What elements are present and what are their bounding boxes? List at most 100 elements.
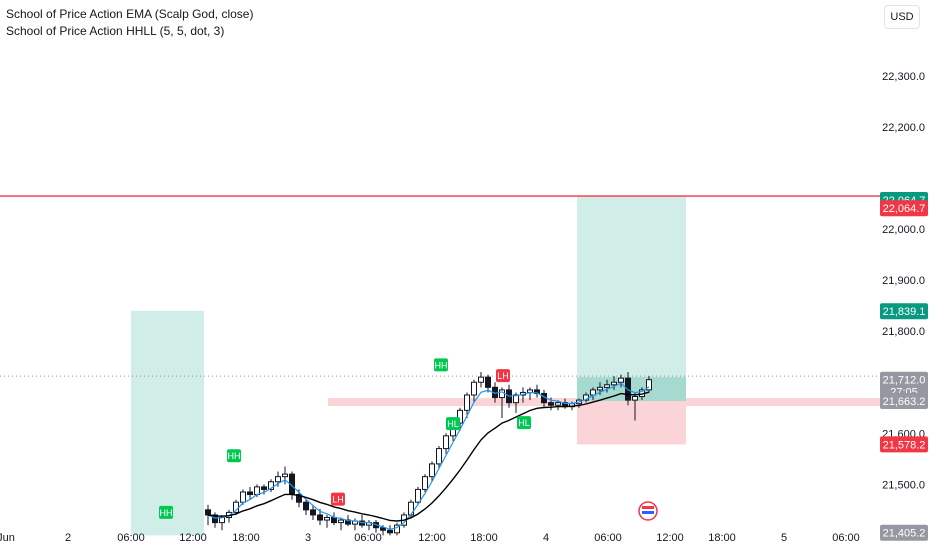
marker-hh: HH <box>227 449 241 463</box>
candle-body <box>261 486 267 490</box>
price-tag-bg <box>880 200 928 217</box>
marker-badge <box>517 416 531 430</box>
x-tick-label: 06:00 <box>594 532 622 544</box>
price-tags: 22,064.722,064.721,839.121,712.027:0521,… <box>880 192 928 541</box>
y-axis: 22,300.0 22,200.0 22,000.0 21,900.0 21,800.0… <box>882 71 925 491</box>
y-tick-label: 22,300.0 <box>882 71 925 83</box>
candle-body <box>380 527 386 531</box>
candle-body <box>205 509 211 516</box>
candle-body <box>387 529 393 534</box>
price-tag: 21,663.2 <box>880 393 928 410</box>
candle-body <box>317 514 323 521</box>
flag-stripe <box>642 506 654 509</box>
x-tick-label: 4 <box>543 532 549 544</box>
candle-body <box>240 491 246 503</box>
candle-body <box>513 394 519 404</box>
marker-badge <box>227 449 241 463</box>
price-tag-label: 21,712.0 <box>883 375 926 387</box>
marker-hl: HL <box>517 416 531 430</box>
price-tag-label: 21,839.1 <box>883 306 926 318</box>
price-tag-bg <box>880 303 928 320</box>
marker-label: HH <box>160 508 173 518</box>
price-tag-label: 22,064.7 <box>883 203 926 215</box>
x-tick-label: 12:00 <box>418 532 446 544</box>
marker-badge <box>496 369 510 383</box>
candle-body <box>394 524 400 534</box>
price-tag-bg <box>880 436 928 453</box>
candle-body <box>275 476 281 483</box>
price-tag: 22,064.7 <box>880 200 928 217</box>
candle-body <box>646 379 652 391</box>
marker-badge <box>446 417 460 431</box>
target-zone <box>577 196 686 402</box>
marker-label: HH <box>435 360 448 370</box>
x-axis: Jun 2 06:00 12:00 18:00 3 06:00 12:00 18:00 4 06:0… <box>0 532 860 544</box>
x-tick-label: 12:00 <box>656 532 684 544</box>
candle-body <box>548 402 554 406</box>
swing-markers: HH HH LH HH HL LH HL <box>159 358 531 519</box>
y-tick-label: 21,900.0 <box>882 275 925 287</box>
y-tick-label: 21,500.0 <box>882 479 925 491</box>
ema-slow-line <box>207 391 650 522</box>
candle-body <box>345 519 351 525</box>
candle-body <box>247 491 253 496</box>
ema-fast-line <box>207 382 650 530</box>
price-tag-bg <box>880 524 928 541</box>
price-tag-label: 21,663.2 <box>883 396 926 408</box>
legend-hhll[interactable]: School of Price Action HHLL (5, 5, dot, … <box>6 24 225 38</box>
position-zones <box>131 196 880 536</box>
ema-lines <box>207 382 650 530</box>
candle-body <box>429 463 435 478</box>
x-tick-label: 18:00 <box>708 532 736 544</box>
marker-label: LH <box>497 371 509 381</box>
flag-stripe <box>642 511 654 514</box>
candle-body <box>310 509 316 516</box>
x-tick-label: Jun <box>0 532 15 544</box>
marker-label: HH <box>228 451 241 461</box>
candle-body <box>485 376 491 388</box>
x-tick-label: 18:00 <box>470 532 498 544</box>
currency-button[interactable]: USD <box>884 5 920 29</box>
candle-body <box>408 501 414 516</box>
candle-body <box>478 376 484 383</box>
marker-label: HL <box>518 418 530 428</box>
price-tag: 21,578.2 <box>880 436 928 453</box>
marker-badge <box>331 492 345 506</box>
price-tag-label: 21,578.2 <box>883 439 926 451</box>
candle-body <box>632 396 638 401</box>
x-tick-label: 06:00 <box>354 532 382 544</box>
price-tag-label: 21,405.2 <box>883 528 926 540</box>
candle-body <box>604 384 610 388</box>
grid <box>0 195 880 377</box>
price-tag: 21,405.2 <box>880 524 928 541</box>
y-tick-label: 22,000.0 <box>882 224 925 236</box>
candles <box>205 372 652 536</box>
marker-hh: HH <box>434 358 448 372</box>
x-tick-label: 2 <box>65 532 71 544</box>
candle-body <box>471 381 477 396</box>
long-zone-1 <box>131 310 204 536</box>
candle-body <box>303 501 309 511</box>
legend-ema[interactable]: School of Price Action EMA (Scalp God, c… <box>6 7 254 21</box>
marker-hh: HH <box>159 505 173 519</box>
price-tag: 21,839.1 <box>880 303 928 320</box>
candle-body <box>331 516 337 524</box>
candle-body <box>436 448 442 465</box>
marker-lh: LH <box>331 492 345 506</box>
marker-badge <box>159 505 173 519</box>
stop-zone <box>577 401 686 445</box>
candle-body <box>324 516 330 521</box>
marker-badge <box>434 358 448 372</box>
marker-hl: HL <box>446 417 460 431</box>
active-zone <box>577 377 686 402</box>
candle-body <box>338 519 344 524</box>
marker-lh: LH <box>496 369 510 383</box>
x-tick-label: 12:00 <box>179 532 207 544</box>
price-tag-bg <box>880 371 928 400</box>
marker-label: HL <box>447 419 459 429</box>
y-tick-label: 21,800.0 <box>882 326 925 338</box>
indicator-legend: School of Price Action EMA (Scalp God, c… <box>6 6 253 40</box>
us-flag-icon <box>638 501 658 521</box>
candle-body <box>611 381 617 386</box>
